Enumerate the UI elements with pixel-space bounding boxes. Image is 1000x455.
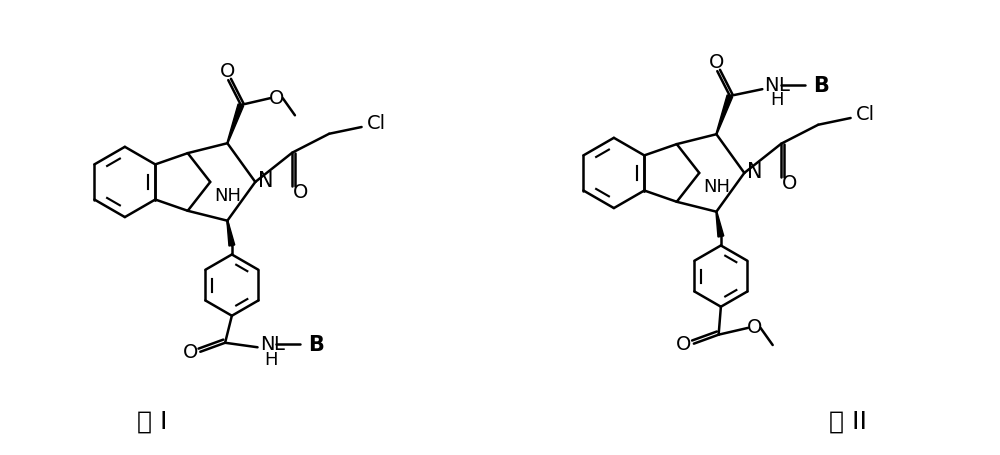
Text: 式 I: 式 I xyxy=(137,409,167,433)
Text: O: O xyxy=(676,334,692,354)
Text: L: L xyxy=(273,334,284,354)
Text: O: O xyxy=(269,89,284,107)
Text: 式 II: 式 II xyxy=(829,409,867,433)
Text: B: B xyxy=(308,334,324,354)
Text: N: N xyxy=(747,162,762,181)
Text: O: O xyxy=(293,183,308,202)
Text: NH: NH xyxy=(703,178,730,196)
Text: O: O xyxy=(183,343,198,361)
Text: L: L xyxy=(778,76,789,95)
Text: H: H xyxy=(264,350,278,368)
Text: O: O xyxy=(220,61,235,81)
Polygon shape xyxy=(716,212,724,238)
Text: H: H xyxy=(770,91,784,109)
Text: Cl: Cl xyxy=(856,105,875,124)
Polygon shape xyxy=(716,96,733,135)
Text: O: O xyxy=(747,318,762,337)
Text: O: O xyxy=(709,53,724,71)
Text: O: O xyxy=(782,174,797,193)
Text: NH: NH xyxy=(214,187,241,205)
Text: N: N xyxy=(258,170,273,190)
Text: N: N xyxy=(260,334,274,354)
Text: B: B xyxy=(813,76,829,96)
Text: Cl: Cl xyxy=(367,114,386,133)
Polygon shape xyxy=(227,105,244,144)
Polygon shape xyxy=(227,221,235,247)
Text: N: N xyxy=(765,76,779,95)
